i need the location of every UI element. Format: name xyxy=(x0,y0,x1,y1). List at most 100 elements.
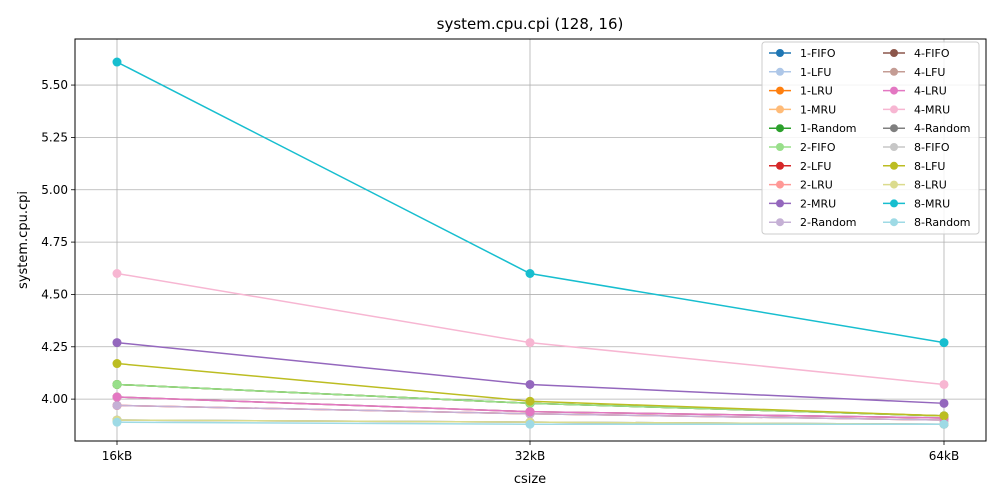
series-8-random xyxy=(112,417,949,429)
legend-item: 2-LRU xyxy=(769,179,833,192)
y-axis-title: system.cpu.cpi xyxy=(16,191,31,289)
legend-label: 4-LFU xyxy=(914,66,945,79)
legend-item: 4-Random xyxy=(883,122,971,135)
x-axis-title: csize xyxy=(514,472,546,487)
y-tick-label: 4.00 xyxy=(41,392,68,406)
y-tick-label: 5.50 xyxy=(41,78,68,92)
legend-label: 1-FIFO xyxy=(800,47,836,60)
data-point xyxy=(939,379,949,389)
data-point xyxy=(939,411,949,421)
legend-label: 2-FIFO xyxy=(800,141,836,154)
legend-item: 2-MRU xyxy=(769,197,836,210)
series-8-mru xyxy=(112,57,949,348)
data-point xyxy=(112,392,122,402)
legend-marker xyxy=(890,49,898,57)
legend-marker xyxy=(776,143,784,151)
legend-item: 1-LRU xyxy=(769,85,833,98)
legend-marker xyxy=(890,161,898,170)
legend-item: 8-LRU xyxy=(883,179,947,192)
legend-label: 2-LFU xyxy=(800,160,831,173)
legend-item: 8-MRU xyxy=(883,197,950,210)
series-lines xyxy=(112,57,949,429)
legend-item: 1-LFU xyxy=(769,66,831,79)
data-point xyxy=(525,396,535,406)
legend-label: 4-MRU xyxy=(914,103,950,116)
data-point xyxy=(112,379,122,389)
legend-label: 2-MRU xyxy=(800,197,836,210)
data-point xyxy=(525,338,535,348)
y-axis: 4.00 4.25 4.50 4.75 5.00 5.25 5.50 xyxy=(41,78,75,406)
legend-item: 8-LFU xyxy=(883,160,945,173)
legend-marker xyxy=(776,180,784,189)
legend-item: 2-Random xyxy=(769,216,857,229)
legend-label: 2-LRU xyxy=(800,179,833,192)
legend-marker xyxy=(776,67,784,76)
legend-label: 4-LRU xyxy=(914,85,947,98)
legend-label: 8-FIFO xyxy=(914,141,950,154)
x-axis: 16kB 32kB 64kB xyxy=(102,441,959,463)
legend-marker xyxy=(890,180,898,189)
legend: 1-FIFO 1-LFU 1-LRU 1-MRU 1-Random 2-FIFO 2-LFU… xyxy=(761,41,980,235)
data-point xyxy=(939,419,949,429)
plot-frame xyxy=(74,38,987,442)
data-point xyxy=(112,417,122,427)
legend-item: 4-FIFO xyxy=(883,47,950,60)
legend-marker xyxy=(890,67,898,76)
y-tick-label: 4.25 xyxy=(41,340,68,354)
legend-marker xyxy=(890,124,898,133)
series-8-lfu xyxy=(112,359,949,421)
series-2-mru xyxy=(112,338,949,408)
legend-marker xyxy=(890,105,898,114)
legend-label: 2-Random xyxy=(800,216,857,229)
chart-title: system.cpu.cpi (128, 16) xyxy=(437,15,624,33)
legend-label: 8-Random xyxy=(914,216,971,229)
x-tick-label: 64kB xyxy=(929,449,959,463)
legend-item: 4-MRU xyxy=(883,103,950,116)
legend-item: 1-FIFO xyxy=(769,47,836,60)
data-point xyxy=(525,407,535,417)
x-tick-label: 16kB xyxy=(102,449,132,463)
legend-label: 1-LFU xyxy=(800,66,831,79)
data-point xyxy=(939,338,949,348)
legend-item: 4-LRU xyxy=(883,85,947,98)
data-point xyxy=(525,379,535,389)
y-tick-label: 5.25 xyxy=(41,130,68,144)
legend-label: 4-Random xyxy=(914,122,971,135)
y-tick-label: 4.75 xyxy=(41,235,68,249)
y-tick-label: 5.00 xyxy=(41,183,68,197)
legend-label: 4-FIFO xyxy=(914,47,950,60)
legend-marker xyxy=(776,86,784,95)
legend-box xyxy=(761,41,980,235)
legend-marker xyxy=(890,143,898,151)
legend-item: 8-Random xyxy=(883,216,971,229)
x-tick-label: 32kB xyxy=(515,449,545,463)
legend-marker xyxy=(776,218,784,227)
legend-item: 8-FIFO xyxy=(883,141,950,154)
legend-label: 8-MRU xyxy=(914,197,950,210)
legend-marker xyxy=(890,86,898,95)
legend-item: 1-MRU xyxy=(769,103,836,116)
legend-label: 1-MRU xyxy=(800,103,836,116)
legend-marker xyxy=(776,199,784,208)
data-point xyxy=(112,269,122,278)
data-point xyxy=(525,419,535,429)
legend-marker xyxy=(890,199,898,208)
legend-marker xyxy=(776,124,784,133)
legend-item: 1-Random xyxy=(769,122,857,135)
y-tick-label: 4.50 xyxy=(41,287,68,301)
legend-marker xyxy=(776,105,784,114)
data-point xyxy=(112,57,122,67)
legend-label: 8-LFU xyxy=(914,160,945,173)
data-point xyxy=(112,359,122,369)
data-point xyxy=(525,269,535,278)
legend-marker xyxy=(776,49,784,57)
legend-item: 2-FIFO xyxy=(769,141,836,154)
legend-label: 1-LRU xyxy=(800,85,833,98)
legend-label: 1-Random xyxy=(800,122,857,135)
legend-marker xyxy=(776,161,784,170)
legend-item: 2-LFU xyxy=(769,160,831,173)
legend-marker xyxy=(890,218,898,227)
series-4-mru xyxy=(112,269,949,389)
legend-item: 4-LFU xyxy=(883,66,945,79)
